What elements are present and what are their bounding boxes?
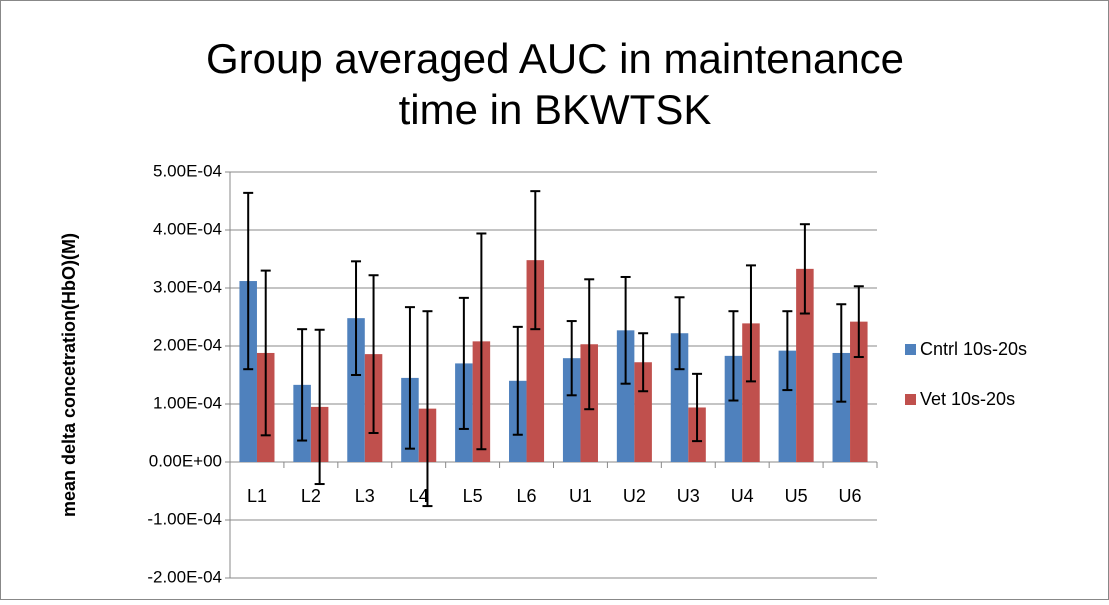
error-bar	[458, 296, 469, 430]
bar	[832, 352, 851, 462]
legend-label: Vet 10s-20s	[920, 389, 1015, 409]
y-tick-label: -1.00E-04	[147, 509, 222, 528]
bar	[562, 358, 581, 462]
x-tick-label: L5	[463, 486, 483, 506]
x-tick-label: U5	[785, 486, 808, 506]
x-tick-label: U3	[677, 486, 700, 506]
bar	[616, 330, 635, 462]
y-axis-label: mean delta concetration(HbO)(M)	[59, 233, 79, 517]
error-bar	[512, 325, 523, 436]
error-bar	[836, 303, 847, 403]
y-tick-label: 2.00E-04	[153, 335, 222, 354]
bar	[724, 355, 743, 462]
error-bar	[728, 310, 739, 402]
bar	[239, 281, 257, 462]
chart-title: Group averaged AUC in maintenance time in…	[206, 35, 904, 133]
y-tick-label: 5.00E-04	[153, 161, 222, 180]
error-bar	[782, 310, 793, 392]
bar	[778, 350, 797, 462]
title-line: time in BKWTSK	[399, 86, 712, 133]
error-bar	[243, 191, 254, 371]
y-tick-label: 0.00E+00	[149, 451, 222, 470]
error-bar	[422, 310, 433, 508]
bar	[742, 323, 760, 462]
bar	[634, 362, 652, 462]
error-bar	[674, 296, 685, 371]
x-tick-label: U4	[731, 486, 754, 506]
legend-label: Cntrl 10s-20s	[920, 339, 1027, 359]
x-tick-label: U6	[839, 486, 862, 506]
error-bar	[404, 306, 415, 450]
error-bar	[260, 269, 271, 437]
error-bar	[638, 332, 649, 393]
x-tick-label: U2	[623, 486, 646, 506]
x-tick-label: L3	[355, 486, 375, 506]
x-tick-label: L4	[409, 486, 429, 506]
error-bar	[297, 328, 308, 442]
bar	[526, 260, 545, 462]
title-line: Group averaged AUC in maintenance	[206, 35, 904, 82]
y-tick-label: 1.00E-04	[153, 393, 222, 412]
x-tick-label: U1	[569, 486, 592, 506]
x-tick-label: L2	[301, 486, 321, 506]
error-bar	[745, 264, 756, 383]
legend-swatch	[905, 394, 916, 405]
error-bar	[314, 328, 325, 486]
y-tick-label: 4.00E-04	[153, 219, 222, 238]
error-bar	[620, 275, 631, 385]
error-bar	[692, 372, 703, 443]
y-tick-label: -2.00E-04	[147, 567, 222, 586]
error-bar	[530, 190, 541, 331]
error-bar	[476, 232, 487, 451]
error-bar	[853, 285, 864, 359]
x-tick-label: L6	[517, 486, 537, 506]
error-bar	[799, 223, 810, 315]
y-tick-label: 3.00E-04	[153, 277, 222, 296]
legend-swatch	[905, 344, 916, 355]
error-bar	[566, 320, 577, 397]
bar	[796, 268, 814, 462]
bar	[670, 333, 689, 462]
error-bar	[584, 278, 595, 411]
x-tick-label: L1	[247, 486, 267, 506]
bar	[347, 318, 365, 462]
error-bar	[368, 274, 379, 434]
error-bar	[351, 260, 362, 376]
